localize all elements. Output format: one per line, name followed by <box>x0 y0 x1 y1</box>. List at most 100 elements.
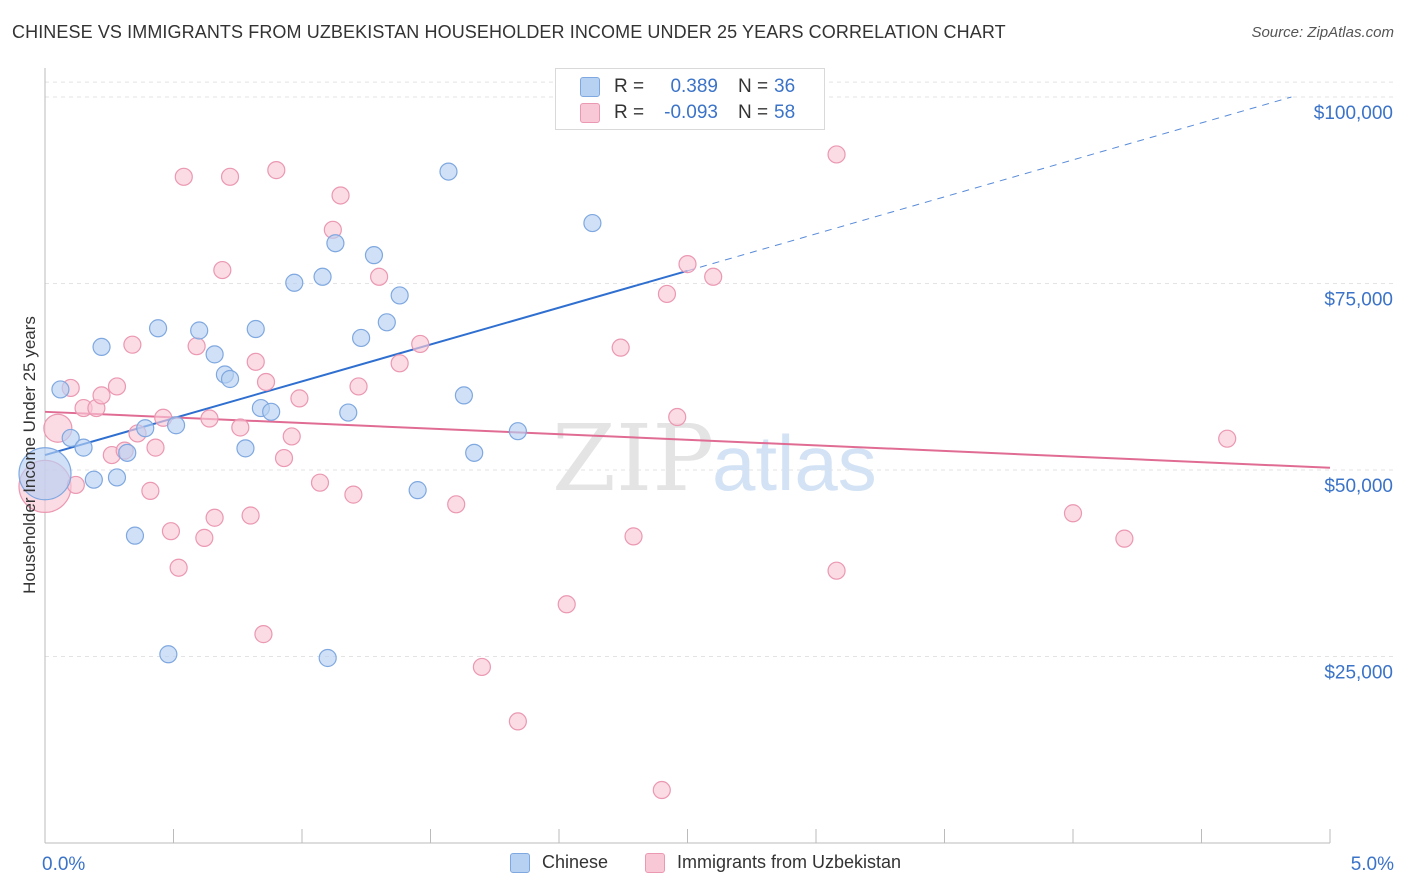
uzbekistan-point <box>187 337 206 356</box>
uzbekistan-point <box>195 528 214 547</box>
chinese-point <box>326 234 345 253</box>
uzbekistan-point <box>557 595 576 614</box>
stats-legend-row-uzbekistan: R = -0.093 N = 58 <box>580 101 795 125</box>
uzbekistan-point <box>200 409 219 428</box>
uzbekistan-point <box>169 558 188 577</box>
uzbekistan-point <box>241 506 260 525</box>
uzbekistan-point <box>652 780 671 800</box>
n-value: 36 <box>774 76 796 97</box>
uzbekistan-point <box>668 407 687 427</box>
uzbekistan-point <box>472 657 491 677</box>
uzbekistan-point <box>611 338 630 357</box>
chinese-point <box>352 328 371 348</box>
x-tick-label-max: 5.0% <box>1351 854 1394 875</box>
uzbekistan-point <box>370 267 389 286</box>
chinese-point <box>408 481 427 500</box>
chinese-point <box>51 380 70 399</box>
uzbekistan-point <box>827 145 846 164</box>
watermark-zip: ZIP <box>552 405 714 512</box>
chinese-point <box>246 319 265 339</box>
legend-item-uzbekistan[interactable]: Immigrants from Uzbekistan <box>645 852 901 873</box>
uzbekistan-point <box>123 335 142 354</box>
source-credit: Source: ZipAtlas.com <box>1251 24 1394 41</box>
uzbekistan-point <box>161 522 181 541</box>
uzbekistan-point <box>331 186 350 205</box>
chinese-point <box>454 386 474 405</box>
chinese-swatch <box>510 852 530 873</box>
chinese-trend-extension <box>687 96 1292 272</box>
r-value: 0.389 <box>670 76 718 97</box>
uzbekistan-point <box>624 527 643 546</box>
stats-legend-row-chinese: R = 0.389 N = 36 <box>580 75 795 99</box>
chinese-point <box>313 267 332 286</box>
chinese-point <box>262 402 281 421</box>
uzbekistan-point <box>290 389 309 408</box>
tick-label-layer: $25,000 $50,000 $75,000 $100,000 0.0% 5.0% <box>42 103 1394 875</box>
uzbekistan-point <box>267 161 286 180</box>
uzbekistan-point <box>254 625 273 644</box>
chinese-point <box>339 403 358 422</box>
y-tick-label: $50,000 <box>1324 476 1393 497</box>
y-tick-label: $25,000 <box>1324 663 1393 684</box>
legend-label-chinese: Chinese <box>542 852 609 872</box>
chinese-point <box>364 246 384 265</box>
r-value: -0.093 <box>664 102 718 123</box>
uzbekistan-point <box>107 377 127 396</box>
uzbekistan-point <box>174 167 193 186</box>
chinese-point <box>74 438 93 457</box>
uzbekistan-point <box>274 448 294 468</box>
uzbekistan-point <box>282 427 301 446</box>
chinese-point <box>18 447 72 501</box>
legend-label-uzbekistan: Immigrants from Uzbekistan <box>677 852 902 872</box>
y-axis-label: Householder Income Under 25 years <box>20 316 39 594</box>
uzbekistan-point <box>447 495 466 514</box>
x-tick-label-min: 0.0% <box>42 854 85 875</box>
uzbekistan-point <box>344 485 363 504</box>
uzbekistan-swatch <box>645 852 665 873</box>
uzbekistan-point <box>1115 529 1134 548</box>
uzbekistan-point <box>411 334 430 354</box>
r-label: R = <box>614 102 645 123</box>
uzbekistan-point <box>508 712 527 731</box>
watermark: ZIP atlas <box>552 405 877 512</box>
stats-legend: R = 0.389 N = 36 R = -0.093 N = 58 <box>555 68 825 130</box>
uzbekistan-point <box>92 386 111 405</box>
chinese-point <box>125 526 145 545</box>
uzbekistan-point <box>827 561 846 580</box>
trend-layer <box>44 96 1331 469</box>
chart-title: CHINESE VS IMMIGRANTS FROM UZBEKISTAN HO… <box>12 22 1006 42</box>
n-value: 58 <box>774 102 796 123</box>
n-label: N = <box>738 102 769 123</box>
uzbekistan-trend-line <box>44 410 1331 469</box>
uzbekistan-point <box>213 260 232 280</box>
uzbekistan-point <box>146 438 165 457</box>
point-layer <box>18 145 1237 800</box>
uzbekistan-point <box>220 167 240 186</box>
chinese-point <box>377 313 396 332</box>
uzbekistan-point <box>1063 504 1083 523</box>
chinese-point <box>118 443 137 462</box>
legend-item-chinese[interactable]: Chinese <box>510 852 608 873</box>
series-legend: Chinese Immigrants from Uzbekistan <box>0 852 1406 876</box>
watermark-atlas: atlas <box>712 419 877 507</box>
chinese-point <box>465 443 484 462</box>
chinese-point <box>107 468 127 487</box>
chinese-point <box>318 648 337 668</box>
uzbekistan-point <box>256 372 276 392</box>
y-tick-label: $75,000 <box>1324 290 1393 311</box>
y-tick-label: $100,000 <box>1314 103 1393 124</box>
chinese-point <box>439 162 458 181</box>
chinese-point <box>583 213 602 233</box>
chinese-point <box>166 416 186 435</box>
chinese-point <box>61 428 80 448</box>
uzbekistan-point <box>205 508 224 527</box>
chinese-point <box>84 470 103 489</box>
chinese-point <box>190 321 209 340</box>
chinese-point <box>205 345 224 364</box>
chinese-point <box>136 419 155 438</box>
chinese-swatch <box>580 77 600 97</box>
uzbekistan-point <box>657 284 677 304</box>
uzbekistan-point <box>246 352 265 371</box>
axis-layer <box>44 68 1331 844</box>
